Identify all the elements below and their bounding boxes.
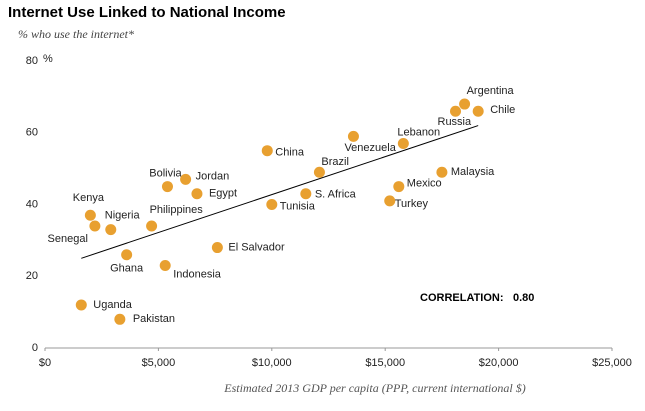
point-label: Senegal — [48, 233, 88, 245]
x-axis-label: Estimated 2013 GDP per capita (PPP, curr… — [223, 381, 525, 395]
data-point — [211, 242, 223, 254]
y-tick-label: 20 — [26, 270, 38, 282]
data-point — [397, 138, 409, 150]
data-point — [384, 195, 396, 207]
data-point — [105, 224, 117, 236]
data-point — [146, 220, 158, 232]
data-point — [266, 199, 278, 210]
data-point — [436, 166, 448, 178]
data-point — [180, 173, 192, 185]
point-label: Russia — [438, 116, 473, 128]
data-point — [84, 209, 96, 221]
y-tick-label: 40 — [26, 198, 38, 210]
point-label: Egypt — [209, 188, 237, 200]
y-tick-label: 0 — [32, 342, 38, 354]
point-label: Ghana — [110, 263, 144, 275]
point-label: Philippines — [150, 204, 204, 216]
correlation-value: 0.80 — [513, 292, 534, 304]
point-label: El Salvador — [228, 241, 285, 253]
y-tick-label: 60 — [26, 127, 38, 139]
chart-subtitle: % who use the internet* — [18, 27, 134, 41]
point-label: Bolivia — [149, 167, 182, 179]
data-point — [121, 249, 133, 261]
point-label: Brazil — [321, 156, 349, 168]
data-point — [313, 166, 325, 178]
point-label: Malaysia — [451, 166, 495, 178]
point-label: Chile — [490, 104, 515, 116]
point-label: Indonesia — [173, 268, 222, 280]
point-label: Uganda — [93, 299, 132, 311]
point-label: Argentina — [467, 85, 515, 97]
y-unit: % — [43, 53, 53, 65]
x-tick-label: $15,000 — [365, 357, 405, 369]
data-point — [161, 181, 173, 193]
point-label: Jordan — [196, 170, 230, 182]
data-point — [261, 145, 273, 157]
x-tick-label: $5,000 — [142, 357, 176, 369]
point-label: China — [275, 147, 305, 159]
data-point — [114, 313, 126, 325]
data-point — [347, 130, 359, 142]
y-tick-label: 80 — [26, 55, 38, 67]
point-label: Tunisia — [280, 200, 316, 212]
x-tick-label: $10,000 — [252, 357, 292, 369]
point-label: Lebanon — [397, 126, 440, 138]
point-label: S. Africa — [315, 189, 357, 201]
point-label: Pakistan — [133, 313, 175, 325]
data-point — [472, 105, 484, 117]
data-point — [89, 220, 101, 232]
point-label: Turkey — [395, 198, 429, 210]
point-label: Mexico — [407, 177, 442, 189]
data-point — [75, 299, 87, 311]
x-tick-label: $0 — [39, 357, 51, 369]
data-point — [459, 98, 471, 110]
data-point — [393, 181, 405, 193]
data-point — [450, 105, 462, 117]
data-point — [159, 259, 171, 271]
data-point — [300, 188, 312, 200]
data-point — [191, 188, 203, 200]
x-tick-label: $20,000 — [479, 357, 519, 369]
trend-line — [81, 125, 479, 259]
point-label: Nigeria — [105, 210, 141, 222]
point-label: Venezuela — [344, 142, 396, 154]
x-tick-label: $25,000 — [592, 357, 632, 369]
correlation-label: CORRELATION: — [420, 292, 504, 304]
chart-title: Internet Use Linked to National Income — [8, 4, 286, 21]
point-label: Kenya — [73, 192, 105, 204]
